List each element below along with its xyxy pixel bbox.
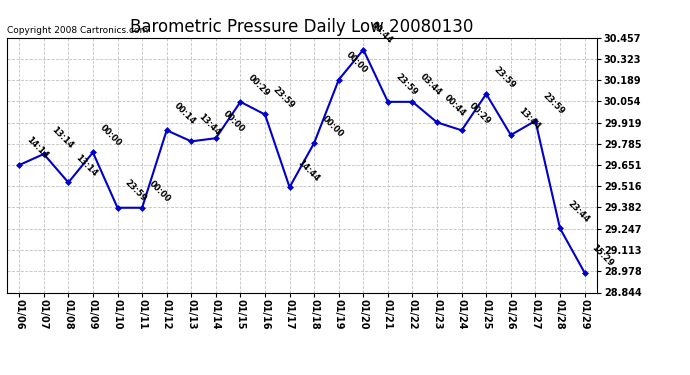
Text: 00:00: 00:00 bbox=[148, 178, 172, 204]
Text: 23:59: 23:59 bbox=[541, 92, 566, 117]
Text: 14:14: 14:14 bbox=[25, 135, 50, 161]
Text: 23:59: 23:59 bbox=[123, 178, 148, 204]
Text: 13:14: 13:14 bbox=[74, 153, 99, 178]
Text: 13:44: 13:44 bbox=[197, 112, 222, 137]
Text: 00:00: 00:00 bbox=[221, 109, 246, 134]
Text: 13:14: 13:14 bbox=[49, 124, 75, 150]
Text: 00:44: 00:44 bbox=[369, 20, 394, 45]
Text: 00:44: 00:44 bbox=[442, 93, 468, 118]
Text: 23:44: 23:44 bbox=[566, 199, 591, 224]
Text: 00:00: 00:00 bbox=[99, 123, 124, 148]
Text: 13:44: 13:44 bbox=[516, 106, 542, 131]
Text: 00:00: 00:00 bbox=[319, 114, 345, 139]
Text: 00:29: 00:29 bbox=[246, 73, 271, 98]
Text: 14:44: 14:44 bbox=[295, 158, 321, 183]
Text: Copyright 2008 Cartronics.com: Copyright 2008 Cartronics.com bbox=[7, 26, 148, 35]
Text: 23:59: 23:59 bbox=[492, 64, 517, 90]
Text: 00:29: 00:29 bbox=[467, 101, 492, 126]
Text: 15:29: 15:29 bbox=[590, 243, 615, 268]
Text: 03:44: 03:44 bbox=[418, 72, 443, 98]
Text: 23:59: 23:59 bbox=[270, 85, 296, 110]
Text: 23:59: 23:59 bbox=[393, 72, 419, 98]
Title: Barometric Pressure Daily Low 20080130: Barometric Pressure Daily Low 20080130 bbox=[130, 18, 473, 36]
Text: 00:14: 00:14 bbox=[172, 101, 197, 126]
Text: 00:00: 00:00 bbox=[344, 51, 369, 75]
